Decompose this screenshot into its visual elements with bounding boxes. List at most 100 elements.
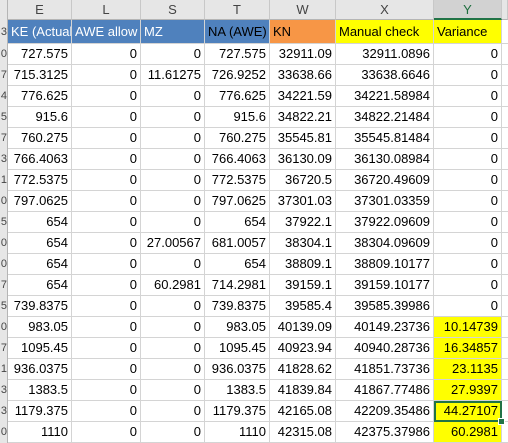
- header-cell-next[interactable]: [502, 20, 508, 44]
- table-cell[interactable]: 654: [8, 254, 72, 275]
- table-cell[interactable]: 0: [141, 107, 205, 128]
- table-cell[interactable]: 0: [72, 401, 141, 422]
- table-cell[interactable]: 0: [434, 149, 502, 170]
- table-cell-next[interactable]: [502, 254, 508, 275]
- table-cell[interactable]: 1095.45: [205, 338, 270, 359]
- table-cell[interactable]: 40940.28736: [336, 338, 434, 359]
- table-cell[interactable]: 0: [72, 44, 141, 65]
- table-cell[interactable]: 0: [72, 107, 141, 128]
- table-cell[interactable]: 41867.77486: [336, 380, 434, 401]
- table-cell[interactable]: 0: [72, 128, 141, 149]
- table-cell[interactable]: 0: [72, 422, 141, 443]
- table-cell[interactable]: 0: [434, 254, 502, 275]
- table-cell[interactable]: 38304.1: [270, 233, 336, 254]
- table-cell[interactable]: 0: [141, 317, 205, 338]
- table-cell[interactable]: 797.0625: [8, 191, 72, 212]
- table-cell[interactable]: 38304.09609: [336, 233, 434, 254]
- table-cell[interactable]: 715.3125: [8, 65, 72, 86]
- table-cell-next[interactable]: [502, 149, 508, 170]
- table-cell[interactable]: 0: [434, 212, 502, 233]
- table-cell[interactable]: 37922.09609: [336, 212, 434, 233]
- table-cell[interactable]: 654: [205, 254, 270, 275]
- table-cell[interactable]: 760.275: [205, 128, 270, 149]
- table-cell[interactable]: 41839.84: [270, 380, 336, 401]
- table-cell[interactable]: 32911.09: [270, 44, 336, 65]
- table-cell[interactable]: 0: [141, 149, 205, 170]
- table-cell[interactable]: 1095.45: [8, 338, 72, 359]
- table-cell[interactable]: 1383.5: [8, 380, 72, 401]
- table-cell[interactable]: 42375.37986: [336, 422, 434, 443]
- table-cell[interactable]: 772.5375: [205, 170, 270, 191]
- table-cell[interactable]: 727.575: [205, 44, 270, 65]
- table-cell-next[interactable]: [502, 422, 508, 443]
- table-cell[interactable]: 0: [434, 65, 502, 86]
- table-cell[interactable]: 0: [72, 212, 141, 233]
- column-header-l[interactable]: L: [72, 0, 141, 20]
- table-cell[interactable]: 654: [8, 212, 72, 233]
- table-cell[interactable]: 60.2981: [434, 422, 502, 443]
- table-cell-next[interactable]: [502, 359, 508, 380]
- table-cell[interactable]: 915.6: [205, 107, 270, 128]
- table-cell-next[interactable]: [502, 212, 508, 233]
- column-header-x[interactable]: X: [336, 0, 434, 20]
- table-cell[interactable]: 27.9397: [434, 380, 502, 401]
- fill-handle[interactable]: [498, 418, 505, 425]
- table-cell-next[interactable]: [502, 275, 508, 296]
- table-cell[interactable]: 0: [434, 86, 502, 107]
- table-cell[interactable]: 34822.21: [270, 107, 336, 128]
- table-cell[interactable]: 10.14739: [434, 317, 502, 338]
- table-cell[interactable]: 0: [72, 233, 141, 254]
- table-cell[interactable]: 0: [434, 170, 502, 191]
- table-cell[interactable]: 34221.58984: [336, 86, 434, 107]
- table-cell[interactable]: 0: [141, 170, 205, 191]
- table-cell[interactable]: 0: [141, 254, 205, 275]
- table-cell[interactable]: 34221.59: [270, 86, 336, 107]
- table-cell-next[interactable]: [502, 128, 508, 149]
- table-cell[interactable]: 23.1135: [434, 359, 502, 380]
- table-cell[interactable]: 41828.62: [270, 359, 336, 380]
- table-cell[interactable]: 1383.5: [205, 380, 270, 401]
- table-cell[interactable]: 42315.08: [270, 422, 336, 443]
- table-cell[interactable]: 37301.03359: [336, 191, 434, 212]
- table-cell[interactable]: 0: [72, 275, 141, 296]
- table-cell[interactable]: 0: [72, 149, 141, 170]
- table-cell[interactable]: 0: [141, 191, 205, 212]
- table-cell[interactable]: 681.0057: [205, 233, 270, 254]
- table-cell[interactable]: 36720.5: [270, 170, 336, 191]
- table-cell[interactable]: 41851.73736: [336, 359, 434, 380]
- table-cell[interactable]: 0: [141, 380, 205, 401]
- table-cell[interactable]: 0: [434, 296, 502, 317]
- table-cell[interactable]: 0: [141, 359, 205, 380]
- table-cell[interactable]: 1110: [8, 422, 72, 443]
- table-cell[interactable]: 38809.1: [270, 254, 336, 275]
- table-cell[interactable]: 0: [141, 44, 205, 65]
- table-cell[interactable]: 0: [72, 86, 141, 107]
- column-header-t[interactable]: T: [205, 0, 270, 20]
- table-cell-next[interactable]: [502, 44, 508, 65]
- table-cell[interactable]: 739.8375: [205, 296, 270, 317]
- table-cell[interactable]: 726.9252: [205, 65, 270, 86]
- table-cell[interactable]: 35545.81484: [336, 128, 434, 149]
- table-cell[interactable]: 0: [434, 191, 502, 212]
- table-cell[interactable]: 0: [72, 338, 141, 359]
- table-cell[interactable]: 0: [72, 170, 141, 191]
- table-cell[interactable]: 37922.1: [270, 212, 336, 233]
- table-cell[interactable]: 40139.09: [270, 317, 336, 338]
- table-cell[interactable]: 35545.81: [270, 128, 336, 149]
- table-cell-next[interactable]: [502, 317, 508, 338]
- table-cell[interactable]: 0: [72, 380, 141, 401]
- table-cell[interactable]: 0: [72, 296, 141, 317]
- table-cell[interactable]: 39585.4: [270, 296, 336, 317]
- table-cell-next[interactable]: [502, 233, 508, 254]
- table-cell[interactable]: 772.5375: [8, 170, 72, 191]
- table-cell[interactable]: 797.0625: [205, 191, 270, 212]
- table-cell-next[interactable]: [502, 296, 508, 317]
- table-cell[interactable]: 39159.1: [270, 275, 336, 296]
- table-cell[interactable]: 37301.03: [270, 191, 336, 212]
- table-cell[interactable]: 0: [141, 296, 205, 317]
- table-cell[interactable]: 0: [434, 107, 502, 128]
- table-cell[interactable]: 1179.375: [205, 401, 270, 422]
- table-cell[interactable]: 766.4063: [205, 149, 270, 170]
- table-cell[interactable]: 33638.6646: [336, 65, 434, 86]
